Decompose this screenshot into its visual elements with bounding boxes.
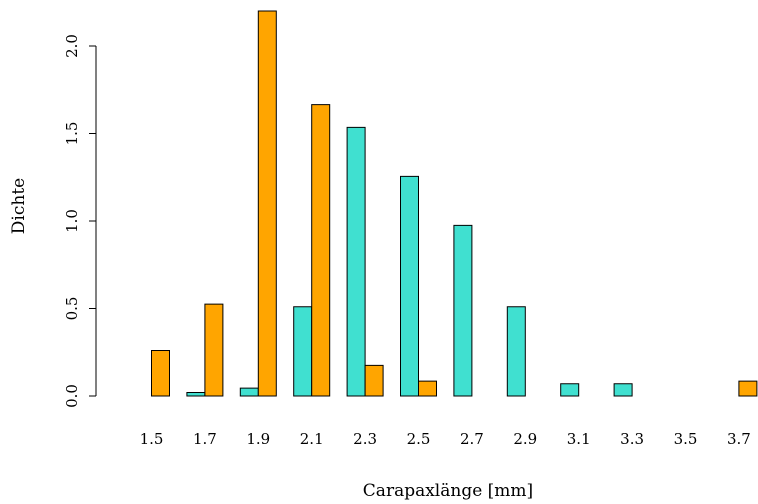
y-tick-label: 0.0 (63, 384, 81, 408)
bar (204, 303, 224, 397)
x-tick-labels: 1.5 1.7 1.9 2.1 2.3 2.5 2.7 2.9 3.1 3.3 3.5 3.7 (140, 430, 751, 448)
bar (738, 380, 758, 397)
x-tick-label: 3.5 (674, 430, 698, 448)
x-tick-label: 2.1 (300, 430, 324, 448)
x-tick-label: 2.9 (513, 430, 537, 448)
y-tick-label: 0.5 (63, 297, 81, 321)
bar (400, 175, 419, 397)
x-axis-title: Carapaxlänge [mm] (363, 481, 533, 501)
bar (613, 383, 633, 397)
x-tick-label: 2.3 (353, 430, 377, 448)
x-tick-label: 1.7 (193, 430, 217, 448)
x-tick-label: 3.1 (567, 430, 591, 448)
x-tick-label: 2.7 (460, 430, 484, 448)
bar (293, 306, 313, 397)
bars (151, 10, 758, 397)
bar (346, 126, 366, 397)
y-tick-label: 1.5 (63, 122, 81, 146)
x-tick-label: 1.9 (246, 430, 270, 448)
bar (257, 10, 277, 397)
bar (418, 380, 437, 397)
bar (239, 387, 259, 397)
y-tick-label: 2.0 (63, 34, 81, 58)
bar (311, 104, 331, 397)
y-axis: 0.0 0.5 1.0 1.5 2.0 (63, 34, 97, 408)
x-tick-label: 3.3 (620, 430, 644, 448)
x-tick-label: 2.5 (407, 430, 431, 448)
bar (453, 224, 473, 397)
bar (186, 392, 206, 397)
x-tick-label: 3.7 (727, 430, 751, 448)
y-tick-label: 1.0 (63, 209, 81, 233)
bar (506, 306, 526, 397)
bar (151, 350, 170, 397)
bar (560, 383, 580, 397)
x-tick-label: 1.5 (140, 430, 164, 448)
bar (364, 364, 384, 397)
y-axis-title: Dichte (9, 178, 29, 234)
